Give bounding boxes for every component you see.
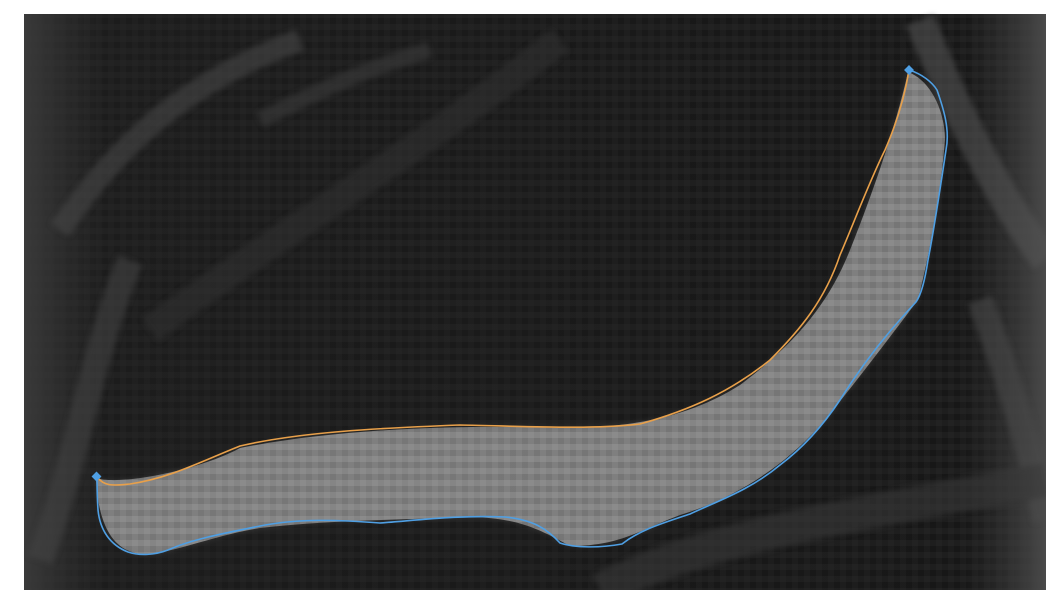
scan-image bbox=[24, 14, 1046, 590]
inner-contour[interactable] bbox=[96, 69, 910, 486]
background-structures bbox=[27, 14, 1046, 590]
outer-contour[interactable] bbox=[96, 69, 949, 556]
right-handle[interactable] bbox=[904, 65, 914, 75]
